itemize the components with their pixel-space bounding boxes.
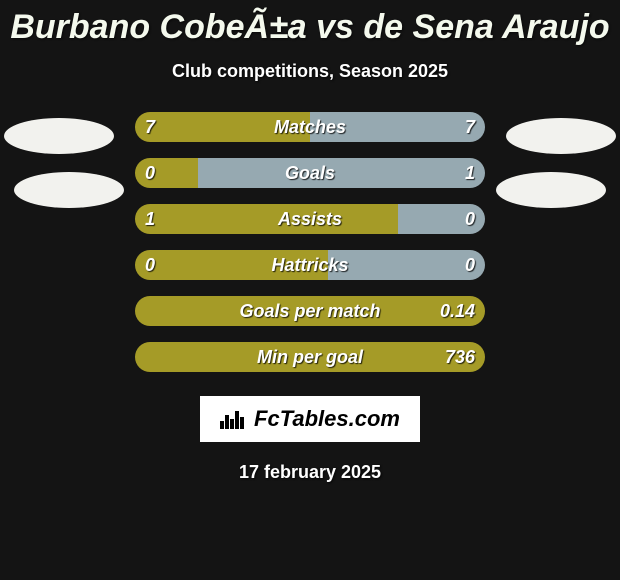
- logo-text: FcTables.com: [254, 406, 400, 432]
- stat-value-left: 0: [145, 158, 155, 188]
- stat-bar-left: [135, 296, 485, 326]
- stat-row: Assists10: [135, 204, 485, 234]
- stat-bar-left: [135, 204, 398, 234]
- stat-value-left: 0: [145, 250, 155, 280]
- stat-row: Goals per match0.14: [135, 296, 485, 326]
- date-text: 17 february 2025: [239, 462, 381, 483]
- page-subtitle: Club competitions, Season 2025: [172, 61, 448, 82]
- stat-value-right: 7: [465, 112, 475, 142]
- stat-bar-right: [328, 250, 486, 280]
- bar-chart-icon: [220, 409, 246, 429]
- stat-value-right: 0: [465, 204, 475, 234]
- stat-row: Matches77: [135, 112, 485, 142]
- comparison-infographic: Burbano CobeÃ±a vs de Sena Araujo Club c…: [0, 0, 620, 580]
- stat-value-left: 7: [145, 112, 155, 142]
- stat-value-right: 0.14: [440, 296, 475, 326]
- stat-bar-left: [135, 250, 328, 280]
- fctables-logo: FcTables.com: [200, 396, 420, 442]
- stat-value-right: 0: [465, 250, 475, 280]
- stat-bar-right: [310, 112, 485, 142]
- stat-value-right: 1: [465, 158, 475, 188]
- stat-row: Min per goal736: [135, 342, 485, 372]
- stat-row: Goals01: [135, 158, 485, 188]
- stat-value-left: 1: [145, 204, 155, 234]
- stat-bar-right: [198, 158, 485, 188]
- stat-bar-left: [135, 342, 485, 372]
- stat-bar-left: [135, 112, 310, 142]
- page-title: Burbano CobeÃ±a vs de Sena Araujo: [10, 8, 609, 47]
- stats-chart: Matches77Goals01Assists10Hattricks00Goal…: [0, 112, 620, 372]
- stat-row: Hattricks00: [135, 250, 485, 280]
- stat-value-right: 736: [445, 342, 475, 372]
